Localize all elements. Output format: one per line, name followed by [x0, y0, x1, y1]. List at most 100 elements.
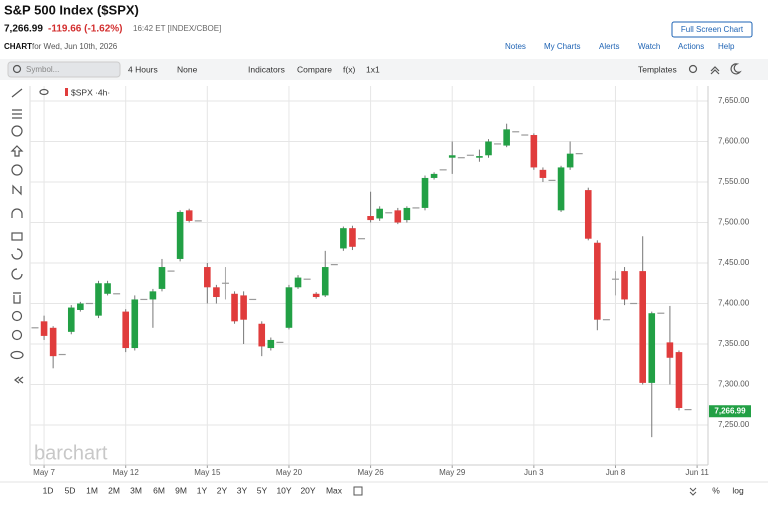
tool-zoom-in[interactable]	[11, 310, 23, 322]
symbol-placeholder[interactable]: Symbol...	[26, 65, 59, 74]
range-button[interactable]: 9M	[175, 485, 187, 495]
header-link[interactable]: Actions	[678, 42, 704, 51]
candle-body	[294, 277, 302, 288]
quote-time: 16:42 ET [INDEX/CBOE]	[133, 24, 221, 33]
theme-icon[interactable]	[730, 63, 742, 75]
tool-arrow[interactable]	[10, 145, 24, 157]
candle-body	[67, 307, 75, 332]
tool-line[interactable]	[11, 88, 23, 98]
candle-body	[204, 267, 211, 288]
range-button[interactable]: 10Y	[276, 485, 291, 495]
candle-body	[158, 267, 166, 289]
tool-zoom-out[interactable]	[11, 329, 23, 341]
candle-body	[213, 287, 220, 298]
scale-option[interactable]: %	[712, 485, 720, 495]
candle-body	[321, 267, 329, 296]
x-tick-label: May 7	[33, 468, 55, 477]
candle-body	[557, 167, 565, 211]
candle-body	[621, 271, 628, 300]
candle-body	[476, 156, 483, 158]
toolbar-item[interactable]: Compare	[297, 64, 332, 74]
tool-magnet[interactable]	[11, 208, 23, 218]
candle-body	[666, 342, 674, 358]
templates[interactable]: Templates	[638, 64, 677, 74]
header-link[interactable]: My Charts	[544, 42, 580, 51]
y-tick-label: 7,650.00	[718, 96, 750, 105]
candle-body	[530, 135, 538, 168]
header-link[interactable]: Notes	[505, 42, 526, 51]
collapse-icon[interactable]	[710, 66, 720, 75]
toolbar-item[interactable]: None	[177, 64, 198, 74]
candle-body	[312, 293, 320, 298]
last-price-box	[709, 405, 751, 418]
toolbar-item[interactable]: 4 Hours	[128, 64, 158, 74]
range-button[interactable]: 2Y	[217, 485, 228, 495]
candle-body	[675, 352, 683, 408]
range-button[interactable]: 1D	[43, 485, 54, 495]
y-tick-label: 7,400.00	[718, 299, 750, 308]
candle-body	[95, 283, 102, 316]
candle-body	[639, 271, 646, 383]
tool-undo[interactable]	[11, 248, 23, 260]
tool-collapse[interactable]	[14, 376, 24, 384]
range-button[interactable]: 5Y	[257, 485, 268, 495]
tool-lock[interactable]	[11, 232, 23, 241]
settings-icon[interactable]	[688, 64, 698, 74]
x-tick-label: May 20	[276, 468, 303, 477]
candle-body	[539, 169, 547, 178]
toolbar-item[interactable]: 1x1	[366, 64, 380, 74]
toolbar-item[interactable]: Indicators	[248, 64, 285, 74]
candle-body	[49, 327, 57, 357]
tool-fib[interactable]	[12, 109, 22, 119]
tool-shape[interactable]	[11, 125, 23, 137]
candle-body	[430, 173, 438, 178]
price: 7,266.99	[4, 24, 43, 35]
candle-body	[594, 242, 601, 320]
candle-body	[185, 210, 193, 221]
legend-eye[interactable]	[39, 88, 49, 96]
tool-text[interactable]	[11, 164, 23, 176]
fullscreen-button[interactable]	[671, 21, 753, 38]
candle-body	[448, 155, 456, 158]
range-button[interactable]: 6M	[153, 485, 165, 495]
tool-visibility[interactable]	[10, 350, 24, 360]
scale-option[interactable]: log	[732, 485, 744, 495]
candle-body	[403, 207, 411, 221]
header-link[interactable]: Alerts	[599, 42, 619, 51]
range-button[interactable]: 3M	[130, 485, 142, 495]
range-button[interactable]: 3Y	[237, 485, 248, 495]
calendar-icon[interactable]	[353, 486, 363, 496]
toolbar-item[interactable]: f(x)	[343, 64, 355, 74]
range-button[interactable]: Max	[326, 485, 343, 495]
tool-redo[interactable]	[11, 268, 23, 280]
candle-body	[285, 287, 293, 328]
symbol-input[interactable]	[7, 61, 121, 78]
candle-body	[240, 295, 247, 320]
range-button[interactable]: 1Y	[197, 485, 208, 495]
title: S&P 500 Index ($SPX)	[4, 2, 139, 17]
legend: $SPX ·4h·	[71, 87, 110, 97]
candle-body	[231, 293, 238, 322]
candle-body	[40, 321, 48, 336]
fullscreen-label[interactable]: Full Screen Chart	[681, 25, 744, 34]
candle-body	[394, 210, 402, 223]
candle-body	[149, 291, 157, 300]
tool-pattern[interactable]	[12, 184, 22, 196]
candle-body	[503, 129, 510, 146]
x-tick-label: Jun 3	[524, 468, 544, 477]
range-button[interactable]: 2M	[108, 485, 120, 495]
drawing-tools	[10, 88, 24, 384]
header-link[interactable]: Help	[718, 42, 735, 51]
watermark: barchart	[34, 442, 108, 464]
range-button[interactable]: 5D	[65, 485, 76, 495]
y-tick-label: 7,250.00	[718, 420, 750, 429]
candle-body	[584, 190, 592, 239]
tool-delete[interactable]	[13, 292, 21, 304]
range-button[interactable]: 1M	[86, 485, 98, 495]
candle-body	[648, 313, 656, 383]
header-link[interactable]: Watch	[638, 42, 660, 51]
x-tick-label: May 12	[113, 468, 140, 477]
range-button[interactable]: 20Y	[300, 485, 315, 495]
scroll-icon[interactable]	[689, 487, 697, 496]
